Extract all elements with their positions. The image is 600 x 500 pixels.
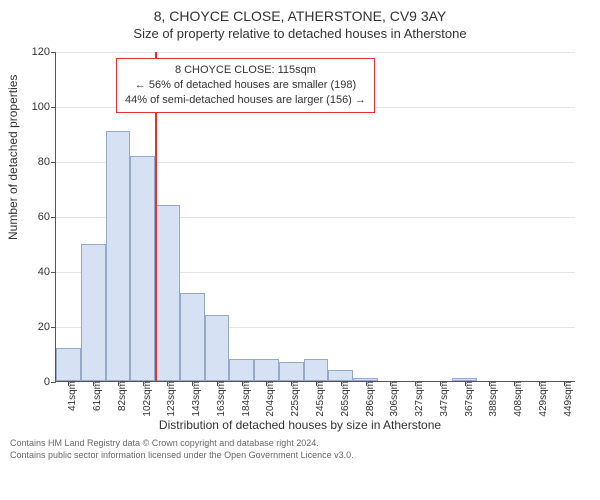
histogram-bar xyxy=(56,348,81,381)
x-axis-label: Distribution of detached houses by size … xyxy=(0,418,600,432)
chart-title: 8, CHOYCE CLOSE, ATHERSTONE, CV9 3AY xyxy=(0,0,600,24)
histogram-bar xyxy=(304,359,329,381)
y-tick-label: 100 xyxy=(32,101,50,113)
chart-subtitle: Size of property relative to detached ho… xyxy=(0,24,600,41)
histogram-bar xyxy=(279,362,304,381)
y-tick-mark xyxy=(51,52,56,53)
y-tick-mark xyxy=(51,107,56,108)
histogram-bar xyxy=(130,156,155,382)
y-tick-label: 60 xyxy=(38,211,50,223)
attribution-line1: Contains HM Land Registry data © Crown c… xyxy=(10,438,590,450)
annotation-line2: ← 56% of detached houses are smaller (19… xyxy=(125,78,366,93)
histogram-bar xyxy=(180,293,205,381)
histogram-bar xyxy=(106,131,131,381)
histogram-bar xyxy=(328,370,353,381)
plot-area: 8 CHOYCE CLOSE: 115sqm ← 56% of detached… xyxy=(55,52,575,382)
y-tick-label: 120 xyxy=(32,46,50,58)
histogram-bar xyxy=(155,205,180,381)
attribution-line2: Contains public sector information licen… xyxy=(10,450,590,462)
histogram-bar xyxy=(254,359,279,381)
annotation-box: 8 CHOYCE CLOSE: 115sqm ← 56% of detached… xyxy=(116,58,375,113)
annotation-line1: 8 CHOYCE CLOSE: 115sqm xyxy=(125,63,366,78)
y-tick-mark xyxy=(51,272,56,273)
histogram-bar xyxy=(205,315,230,381)
annotation-line3: 44% of semi-detached houses are larger (… xyxy=(125,93,366,108)
y-axis-label: Number of detached properties xyxy=(6,75,20,240)
histogram-bar xyxy=(81,244,106,382)
y-tick-label: 40 xyxy=(38,266,50,278)
y-tick-label: 20 xyxy=(38,321,50,333)
histogram-bar xyxy=(229,359,254,381)
y-tick-label: 80 xyxy=(38,156,50,168)
y-tick-mark xyxy=(51,327,56,328)
y-tick-mark xyxy=(51,217,56,218)
y-tick-mark xyxy=(51,162,56,163)
